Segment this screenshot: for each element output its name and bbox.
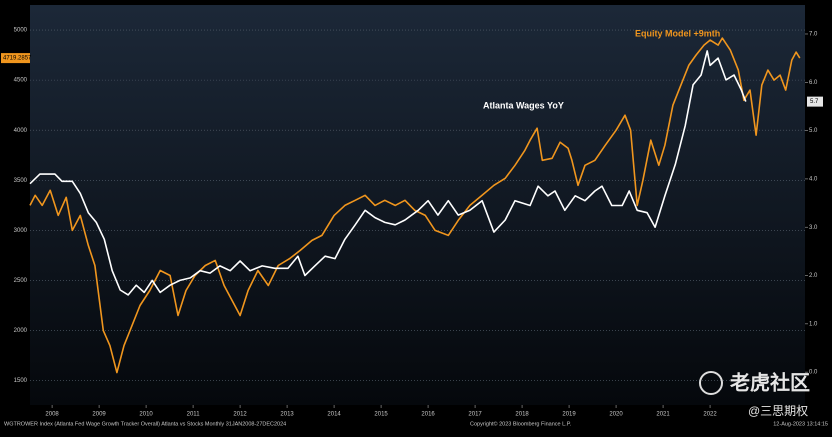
y2-tick-label: 6.0 xyxy=(809,80,818,86)
x-tick-label: 2009 xyxy=(92,412,106,418)
x-tick-label: 2018 xyxy=(515,412,529,418)
y-tick-label: 2500 xyxy=(14,278,28,284)
y-tick-label: 2000 xyxy=(14,328,28,334)
x-tick-label: 2021 xyxy=(656,412,670,418)
series-label: Equity Model +9mth xyxy=(635,28,720,38)
x-tick-label: 2022 xyxy=(703,412,717,418)
y-tick-label: 4000 xyxy=(14,128,28,134)
series-line xyxy=(29,50,747,296)
y-tick-label: 5000 xyxy=(14,28,28,34)
x-tick-label: 2017 xyxy=(468,412,482,418)
x-tick-label: 2020 xyxy=(609,412,623,418)
watermark-logo xyxy=(699,371,723,395)
value-tag-label: 4719.2857 xyxy=(3,56,32,62)
value-tag xyxy=(1,53,30,64)
footer-source: WGTROWER Index (Atlanta Fed Wage Growth … xyxy=(4,421,286,427)
y2-tick-label: 4.0 xyxy=(809,176,818,182)
y2-tick-label: 1.0 xyxy=(809,321,818,327)
x-tick-label: 2012 xyxy=(233,412,247,418)
x-tick-label: 2013 xyxy=(280,412,294,418)
y2-tick-label: 2.0 xyxy=(809,273,818,279)
footer-copyright: Copyright© 2023 Bloomberg Finance L.P. xyxy=(470,420,572,427)
x-tick-label: 2008 xyxy=(45,412,59,418)
series-label: Atlanta Wages YoY xyxy=(483,100,564,110)
x-tick-label: 2019 xyxy=(562,412,576,418)
y2-tick-label: 3.0 xyxy=(809,225,818,231)
x-tick-label: 2016 xyxy=(421,412,435,418)
value-tag xyxy=(807,96,823,107)
watermark: 老虎社区 xyxy=(730,370,810,394)
y2-tick-label: 7.0 xyxy=(809,32,818,38)
watermark-sub: @三思期权 xyxy=(748,404,808,418)
value-tag-label: 5.7 xyxy=(810,99,819,105)
series-line xyxy=(29,37,801,374)
y-tick-label: 3000 xyxy=(14,228,28,234)
x-tick-label: 2010 xyxy=(139,412,153,418)
footer-timestamp: 12-Aug-2023 13:14:15 xyxy=(773,421,828,427)
y2-tick-label: 5.0 xyxy=(809,128,818,134)
y2-tick-label: 0.0 xyxy=(809,370,818,376)
y-tick-label: 4500 xyxy=(14,78,28,84)
x-tick-label: 2011 xyxy=(187,412,201,418)
x-tick-label: 2014 xyxy=(327,412,341,418)
lines xyxy=(29,37,801,374)
grid xyxy=(30,29,805,381)
plot-area xyxy=(30,5,805,405)
y-tick-label: 1500 xyxy=(14,378,28,384)
y-tick-label: 3500 xyxy=(14,178,28,184)
x-tick-label: 2015 xyxy=(374,412,388,418)
